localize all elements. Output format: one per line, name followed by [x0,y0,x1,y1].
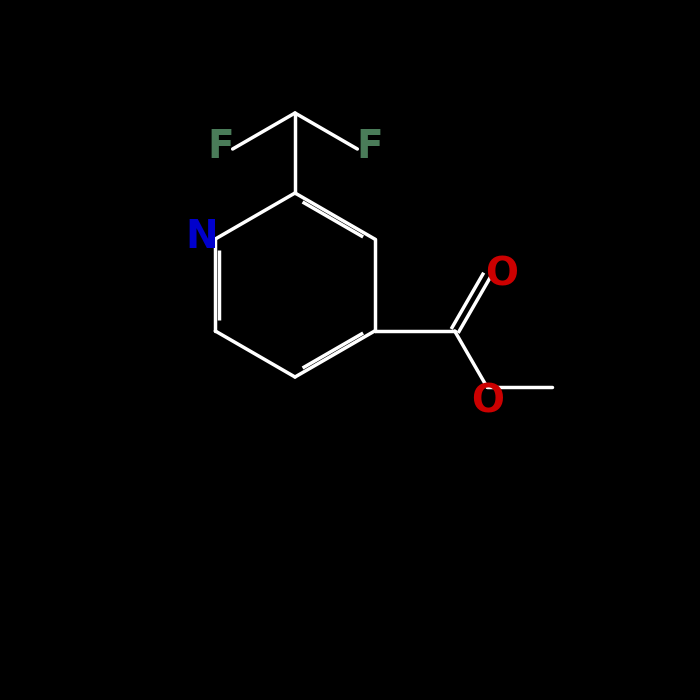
Text: O: O [484,256,518,294]
Text: F: F [207,128,234,166]
Text: O: O [470,382,504,420]
Text: N: N [185,218,218,256]
Text: F: F [356,128,383,166]
